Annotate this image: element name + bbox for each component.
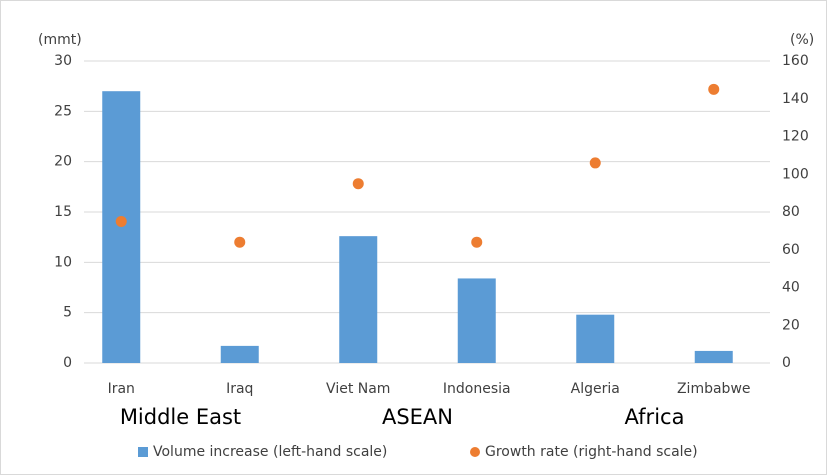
y2-tick-label: 20 xyxy=(782,317,800,333)
dot xyxy=(352,178,364,190)
x-tick-label: Iraq xyxy=(226,381,253,397)
y-tick-label: 20 xyxy=(54,154,72,170)
dot xyxy=(115,215,127,227)
y2-tick-label: 80 xyxy=(782,204,800,220)
x-tick-label: Zimbabwe xyxy=(677,381,751,397)
group-label: Africa xyxy=(625,405,685,429)
y2-tick-label: 100 xyxy=(782,166,809,182)
dot xyxy=(234,236,246,248)
dot xyxy=(589,157,601,169)
legend-label: Volume increase (left-hand scale) xyxy=(153,444,387,460)
y2-tick-label: 160 xyxy=(782,53,809,69)
bar xyxy=(457,278,496,363)
y-tick-label: 0 xyxy=(63,355,72,371)
legend-swatch xyxy=(470,447,480,457)
bar xyxy=(220,345,259,363)
group-label: ASEAN xyxy=(382,405,453,429)
y-tick-label: 30 xyxy=(54,53,72,69)
x-tick-label: Iran xyxy=(108,381,135,397)
bar xyxy=(102,91,141,363)
y2-tick-label: 60 xyxy=(782,242,800,258)
dot xyxy=(708,83,720,95)
y-tick-label: 15 xyxy=(54,204,72,220)
y2-axis-label: (%) xyxy=(790,32,814,48)
y-axis-label: (mmt) xyxy=(38,32,82,48)
y2-tick-label: 120 xyxy=(782,129,809,145)
x-tick-label: Algeria xyxy=(571,381,620,397)
y-tick-label: 5 xyxy=(63,305,72,321)
bar xyxy=(694,350,733,363)
y2-tick-label: 40 xyxy=(782,280,800,296)
dot xyxy=(471,236,483,248)
group-label: Middle East xyxy=(120,405,241,429)
legend-swatch xyxy=(138,447,148,457)
x-tick-label: Viet Nam xyxy=(326,381,390,397)
x-tick-label: Indonesia xyxy=(443,381,511,397)
bar xyxy=(576,314,615,363)
y-tick-label: 25 xyxy=(54,103,72,119)
legend-label: Growth rate (right-hand scale) xyxy=(485,444,698,460)
y2-tick-label: 0 xyxy=(782,355,791,371)
y-tick-label: 10 xyxy=(54,254,72,270)
y2-tick-label: 140 xyxy=(782,91,809,107)
bar xyxy=(339,236,378,363)
